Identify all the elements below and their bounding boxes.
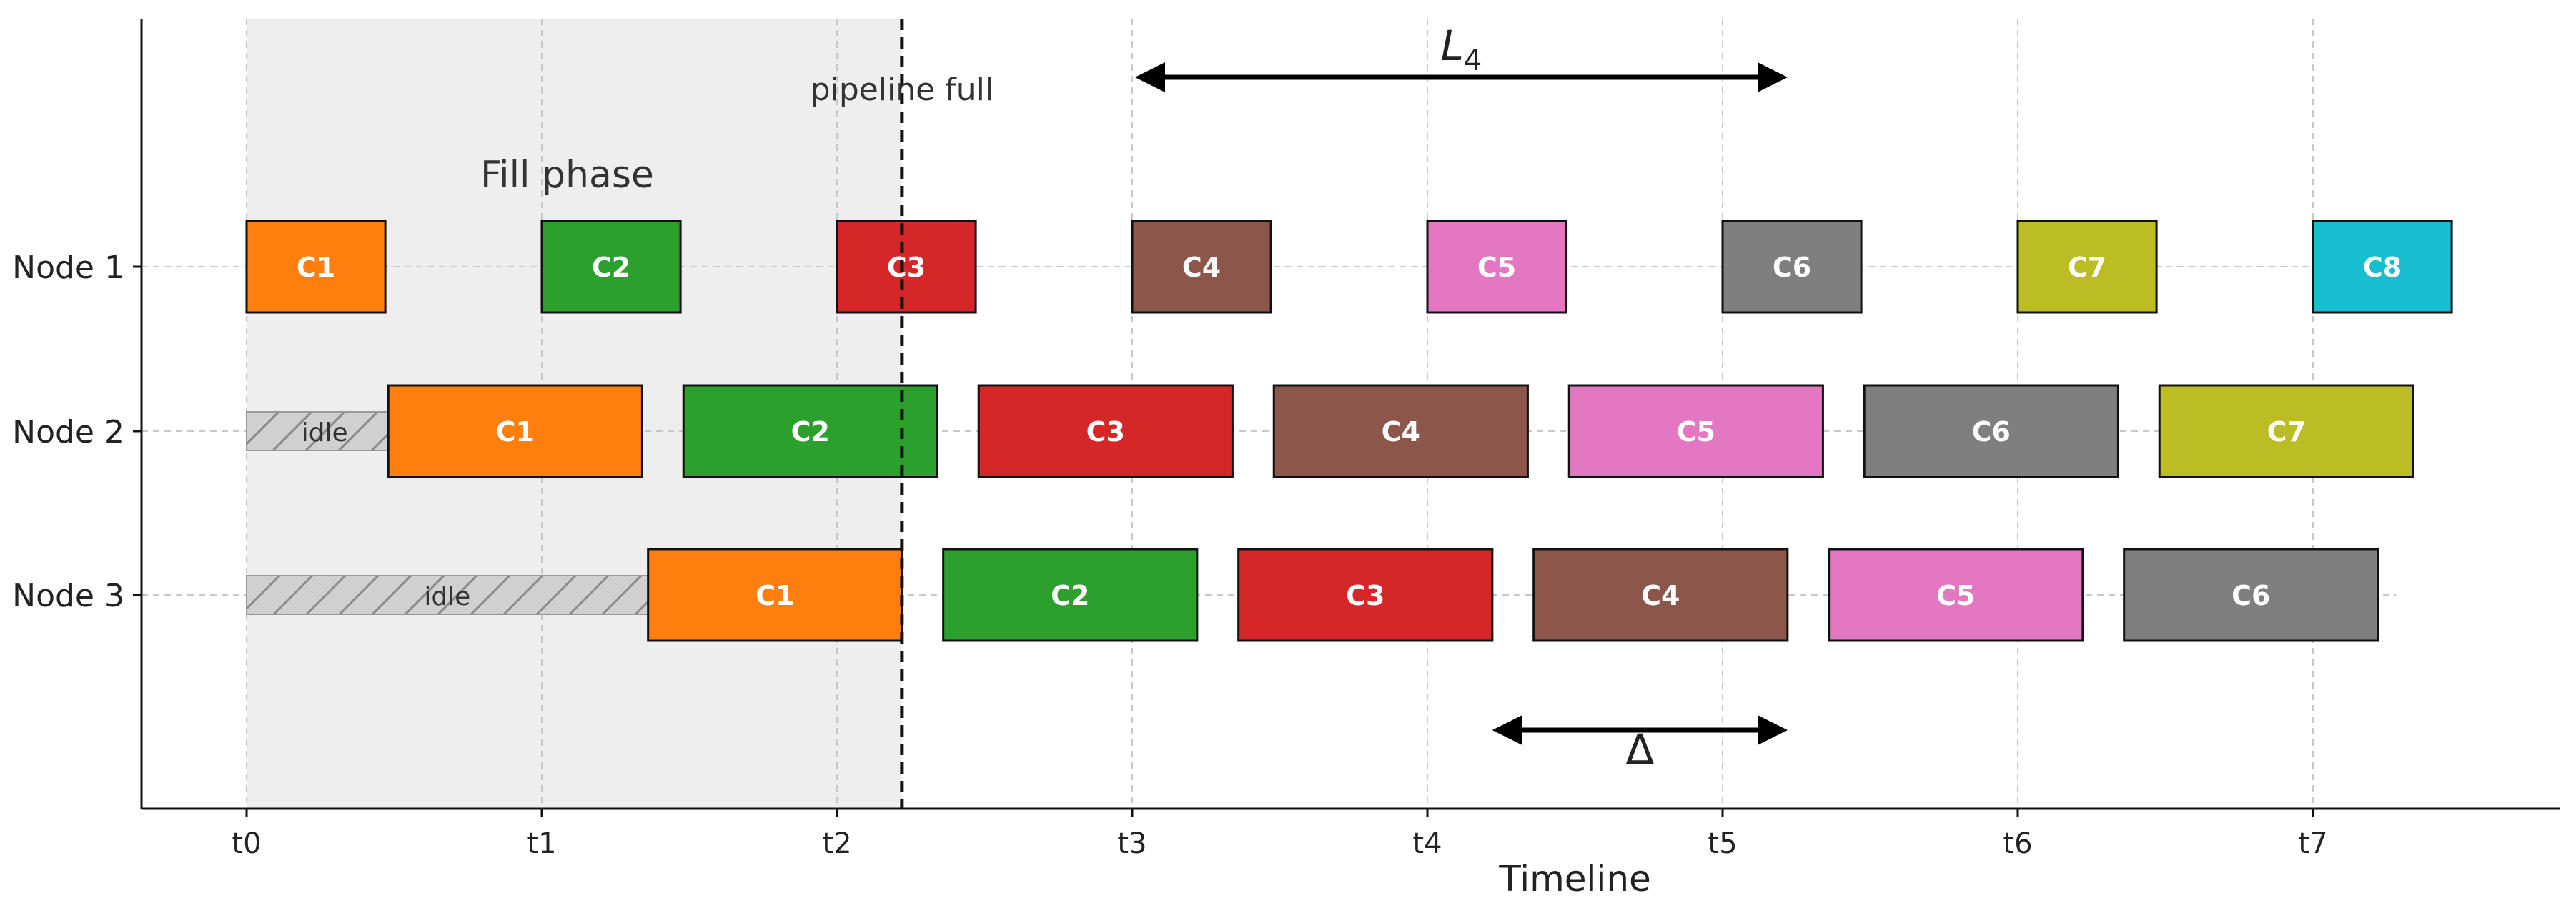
task-bar (1131, 220, 1272, 314)
latency-arrow-label-base: L (1441, 21, 1464, 70)
task-label: C3 (887, 252, 926, 283)
task-label: C1 (496, 416, 535, 448)
task-bar (2016, 220, 2158, 314)
y-tick-label: Node 1 (12, 250, 124, 286)
task-label: C6 (2231, 580, 2270, 611)
idle-bar (246, 411, 390, 451)
task-bar (647, 548, 903, 642)
x-tick-label: t3 (1117, 827, 1146, 860)
task-bar (1567, 384, 1824, 478)
task-label: C3 (1346, 580, 1384, 611)
task-bar (1426, 220, 1567, 314)
task-label: C4 (1641, 580, 1680, 611)
x-tick-label: t1 (527, 827, 556, 860)
task-bar (682, 384, 938, 478)
latency-arrow-label-sub: 4 (1464, 44, 1482, 77)
task-label: C1 (756, 580, 794, 611)
task-bar (836, 220, 977, 314)
task-bar (1721, 220, 1863, 314)
x-axis-title: Timeline (1498, 858, 1651, 900)
task-label: C4 (1382, 416, 1420, 448)
annotation-layer: pipeline full L4 Δ (811, 19, 1788, 809)
x-tick-label: t2 (822, 827, 851, 860)
x-tick-label: t7 (2298, 827, 2327, 860)
task-bar (977, 384, 1234, 478)
task-bar (1272, 384, 1529, 478)
delta-arrow-label-base: Δ (1626, 725, 1655, 774)
latency-arrow-label: L4 (1441, 21, 1482, 77)
task-bar (942, 548, 1199, 642)
x-tick-label: t5 (1708, 827, 1737, 860)
task-label: C4 (1182, 252, 1221, 283)
task-label: C1 (297, 252, 335, 283)
task-bar (2158, 384, 2414, 478)
task-label: C5 (1677, 416, 1715, 448)
x-tick-label: t4 (1412, 827, 1442, 860)
task-bar (1828, 548, 2084, 642)
task-label: C6 (1773, 252, 1811, 283)
fill-phase-label: Fill phase (480, 154, 654, 197)
y-tick-label: Node 2 (12, 414, 124, 450)
axis-layer: t0 t1 t2 t3 t4 t5 t6 t7 Node 1 Node 2 Node 3 Timeli… (12, 19, 2560, 900)
delta-arrow-label: Δ (1626, 725, 1655, 774)
task-bar (245, 220, 387, 314)
task-bar (1863, 384, 2119, 478)
task-label: C3 (1086, 416, 1125, 448)
task-label: C5 (1936, 580, 1975, 611)
task-bar (2123, 548, 2379, 642)
task-label: C2 (791, 416, 830, 448)
task-label: C2 (1051, 580, 1089, 611)
y-tick-label: Node 3 (12, 578, 124, 614)
task-bar (2312, 220, 2453, 314)
task-bar (540, 220, 682, 314)
pipeline-full-label: pipeline full (811, 72, 994, 108)
idle-label: idle (424, 582, 470, 611)
task-label: C6 (1972, 416, 2011, 448)
task-bar (387, 384, 643, 478)
x-tick-label: t0 (232, 827, 261, 860)
task-layer: C1 C2 C3 C4 C5 C6 C7 C8 C1 C2 C3 C4 C5 C6 C7 C1 C2 C3 C4 C5… (245, 220, 2453, 642)
task-label: C7 (2267, 416, 2306, 448)
x-tick-label: t6 (2003, 827, 2032, 860)
idle-bar (246, 575, 649, 615)
idle-layer: idle idle (246, 411, 649, 615)
idle-label: idle (302, 418, 348, 448)
task-label: C2 (592, 252, 630, 283)
task-bar (1532, 548, 1789, 642)
task-label: C7 (2068, 252, 2106, 283)
task-label: C8 (2363, 252, 2402, 283)
task-bar (1237, 548, 1494, 642)
task-label: C5 (1477, 252, 1516, 283)
